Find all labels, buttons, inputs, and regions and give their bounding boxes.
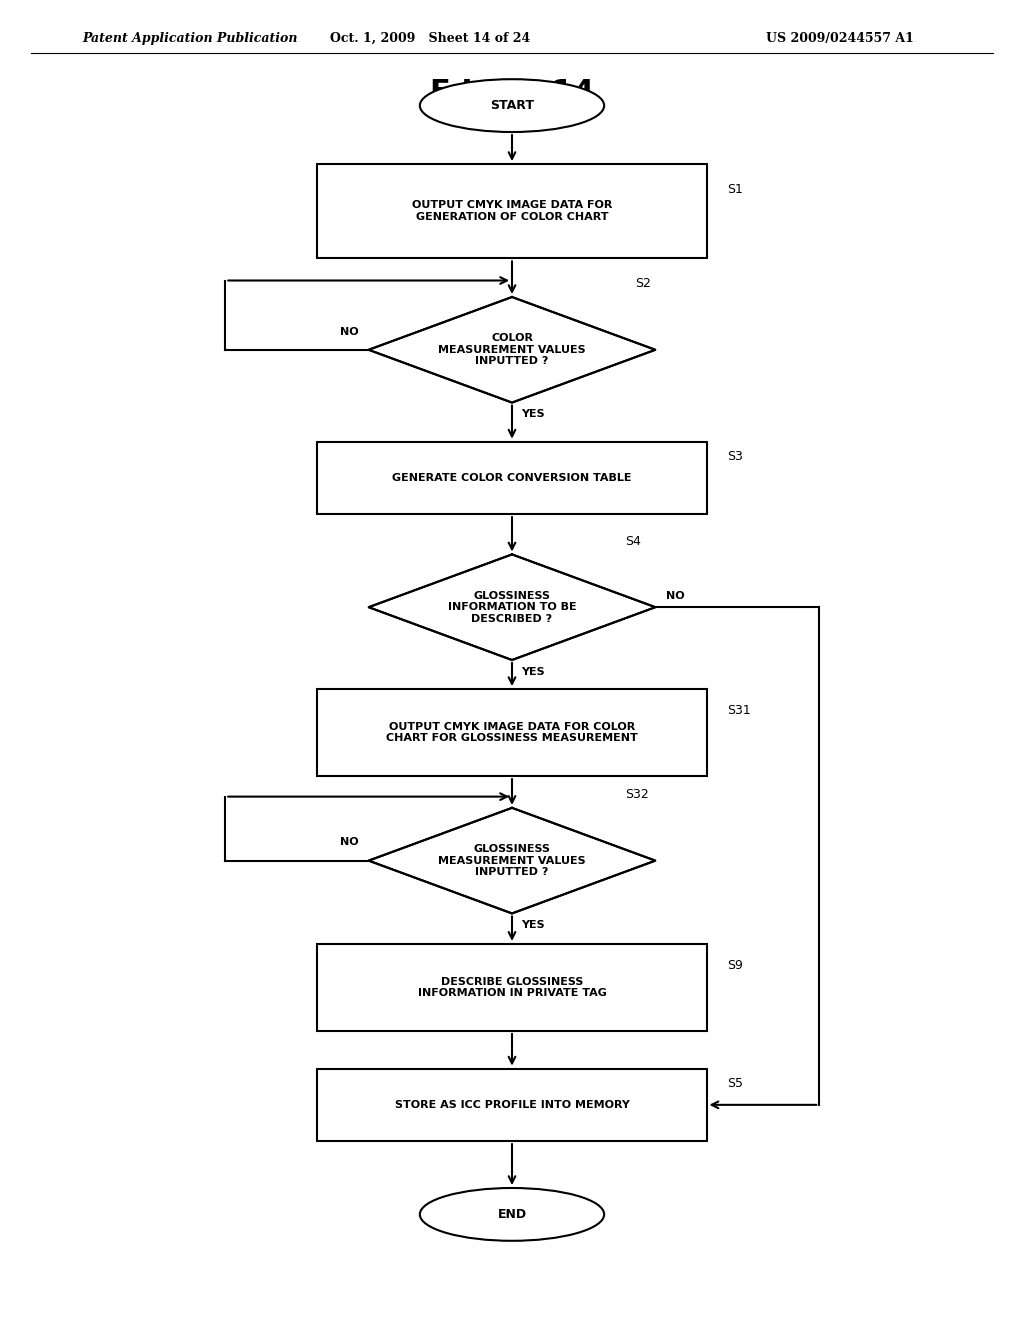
Polygon shape	[369, 297, 655, 403]
Text: YES: YES	[520, 667, 545, 677]
Text: END: END	[498, 1208, 526, 1221]
Text: OUTPUT CMYK IMAGE DATA FOR
GENERATION OF COLOR CHART: OUTPUT CMYK IMAGE DATA FOR GENERATION OF…	[412, 201, 612, 222]
Ellipse shape	[420, 1188, 604, 1241]
Text: COLOR
MEASUREMENT VALUES
INPUTTED ?: COLOR MEASUREMENT VALUES INPUTTED ?	[438, 333, 586, 367]
Text: Oct. 1, 2009   Sheet 14 of 24: Oct. 1, 2009 Sheet 14 of 24	[330, 32, 530, 45]
Polygon shape	[369, 808, 655, 913]
Text: NO: NO	[666, 590, 684, 601]
Text: S3: S3	[727, 450, 743, 462]
Text: Patent Application Publication: Patent Application Publication	[82, 32, 297, 45]
Text: GLOSSINESS
MEASUREMENT VALUES
INPUTTED ?: GLOSSINESS MEASUREMENT VALUES INPUTTED ?	[438, 843, 586, 878]
Text: NO: NO	[340, 326, 358, 337]
FancyBboxPatch shape	[317, 689, 707, 776]
Text: OUTPUT CMYK IMAGE DATA FOR COLOR
CHART FOR GLOSSINESS MEASUREMENT: OUTPUT CMYK IMAGE DATA FOR COLOR CHART F…	[386, 722, 638, 743]
Text: S1: S1	[727, 183, 743, 195]
Text: US 2009/0244557 A1: US 2009/0244557 A1	[766, 32, 913, 45]
Polygon shape	[369, 554, 655, 660]
Text: NO: NO	[340, 837, 358, 847]
Ellipse shape	[420, 79, 604, 132]
Text: S4: S4	[625, 535, 641, 548]
Text: STORE AS ICC PROFILE INTO MEMORY: STORE AS ICC PROFILE INTO MEMORY	[394, 1100, 630, 1110]
Text: YES: YES	[520, 920, 545, 931]
Text: DESCRIBE GLOSSINESS
INFORMATION IN PRIVATE TAG: DESCRIBE GLOSSINESS INFORMATION IN PRIVA…	[418, 977, 606, 998]
Text: YES: YES	[520, 409, 545, 420]
FancyBboxPatch shape	[317, 944, 707, 1031]
Text: GLOSSINESS
INFORMATION TO BE
DESCRIBED ?: GLOSSINESS INFORMATION TO BE DESCRIBED ?	[447, 590, 577, 624]
Text: S32: S32	[625, 788, 648, 801]
FancyBboxPatch shape	[317, 441, 707, 513]
Text: S2: S2	[635, 277, 651, 290]
Text: GENERATE COLOR CONVERSION TABLE: GENERATE COLOR CONVERSION TABLE	[392, 473, 632, 483]
Text: S31: S31	[727, 705, 751, 717]
Text: F I G .  14: F I G . 14	[430, 78, 594, 107]
FancyBboxPatch shape	[317, 164, 707, 259]
Text: S5: S5	[727, 1077, 743, 1089]
Text: START: START	[490, 99, 534, 112]
FancyBboxPatch shape	[317, 1069, 707, 1140]
Text: S9: S9	[727, 960, 743, 972]
